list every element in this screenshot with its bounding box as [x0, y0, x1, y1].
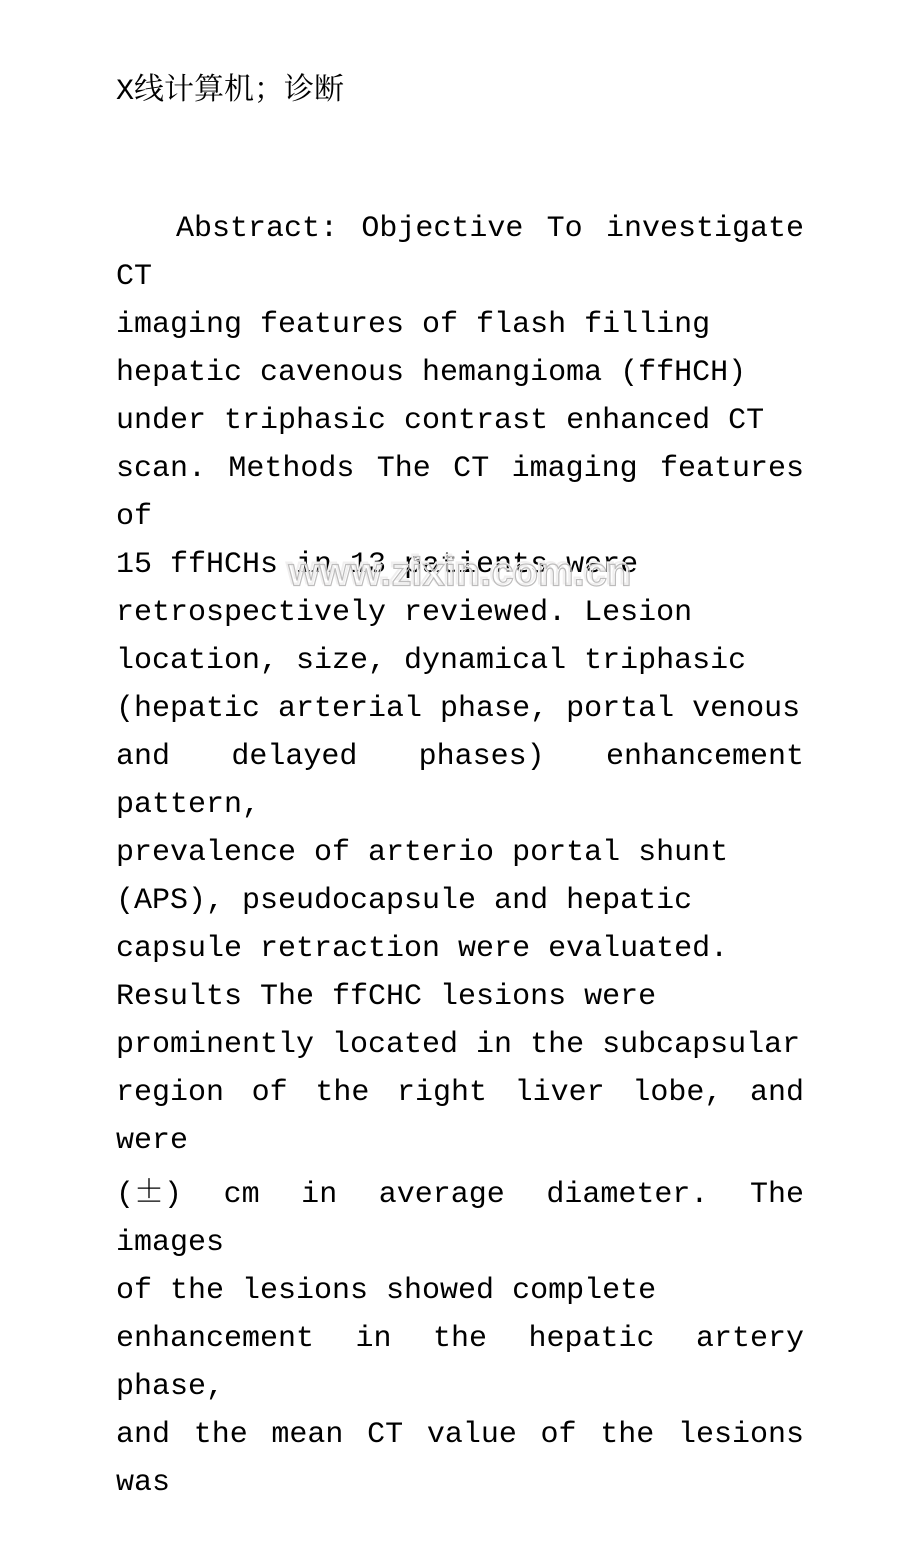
plus-minus-symbol: ±: [134, 1167, 164, 1211]
abstract-line: capsule retraction were evaluated.: [116, 932, 728, 966]
abstract-line: Results The ffCHC lesions were: [116, 980, 656, 1014]
abstract-line: hepatic cavenous hemangioma (ffHCH): [116, 356, 746, 390]
abstract-line: (: [116, 1178, 134, 1212]
header-gap: [116, 109, 804, 205]
abstract-line: and delayed phases) enhancement pattern,: [116, 740, 804, 822]
abstract-line: and the mean CT value of the lesions was: [116, 1418, 804, 1500]
abstract-line: scan. Methods The CT imaging features of: [116, 452, 804, 534]
abstract-line: imaging features of flash filling: [116, 308, 710, 342]
abstract-line: prominently located in the subcapsular: [116, 1028, 800, 1062]
abstract-line: (APS), pseudocapsule and hepatic: [116, 884, 692, 918]
header-line: X线计算机；诊断: [116, 64, 804, 109]
abstract-paragraph: Abstract: Objective To investigate CT ima…: [116, 205, 804, 1507]
abstract-line: ) cm in average diameter. The images: [116, 1178, 804, 1260]
abstract-line: under triphasic contrast enhanced CT: [116, 404, 764, 438]
header-cn: 线计算机；诊断: [134, 64, 344, 108]
abstract-line: 15 ffHCHs in 13 patients were: [116, 548, 638, 582]
header-prefix: X: [116, 75, 134, 109]
abstract-line: retrospectively reviewed. Lesion: [116, 596, 692, 630]
abstract-line: Abstract: Objective To investigate CT: [116, 212, 804, 294]
abstract-line: region of the right liver lobe, and were: [116, 1076, 804, 1158]
abstract-line: enhancement in the hepatic artery phase,: [116, 1322, 804, 1404]
abstract-line: (hepatic arterial phase, portal venous: [116, 692, 800, 726]
abstract-line: of the lesions showed complete: [116, 1274, 656, 1308]
abstract-line: location, size, dynamical triphasic: [116, 644, 746, 678]
page: X线计算机；诊断 Abstract: Objective To investig…: [0, 0, 920, 1547]
abstract-line: prevalence of arterio portal shunt: [116, 836, 728, 870]
